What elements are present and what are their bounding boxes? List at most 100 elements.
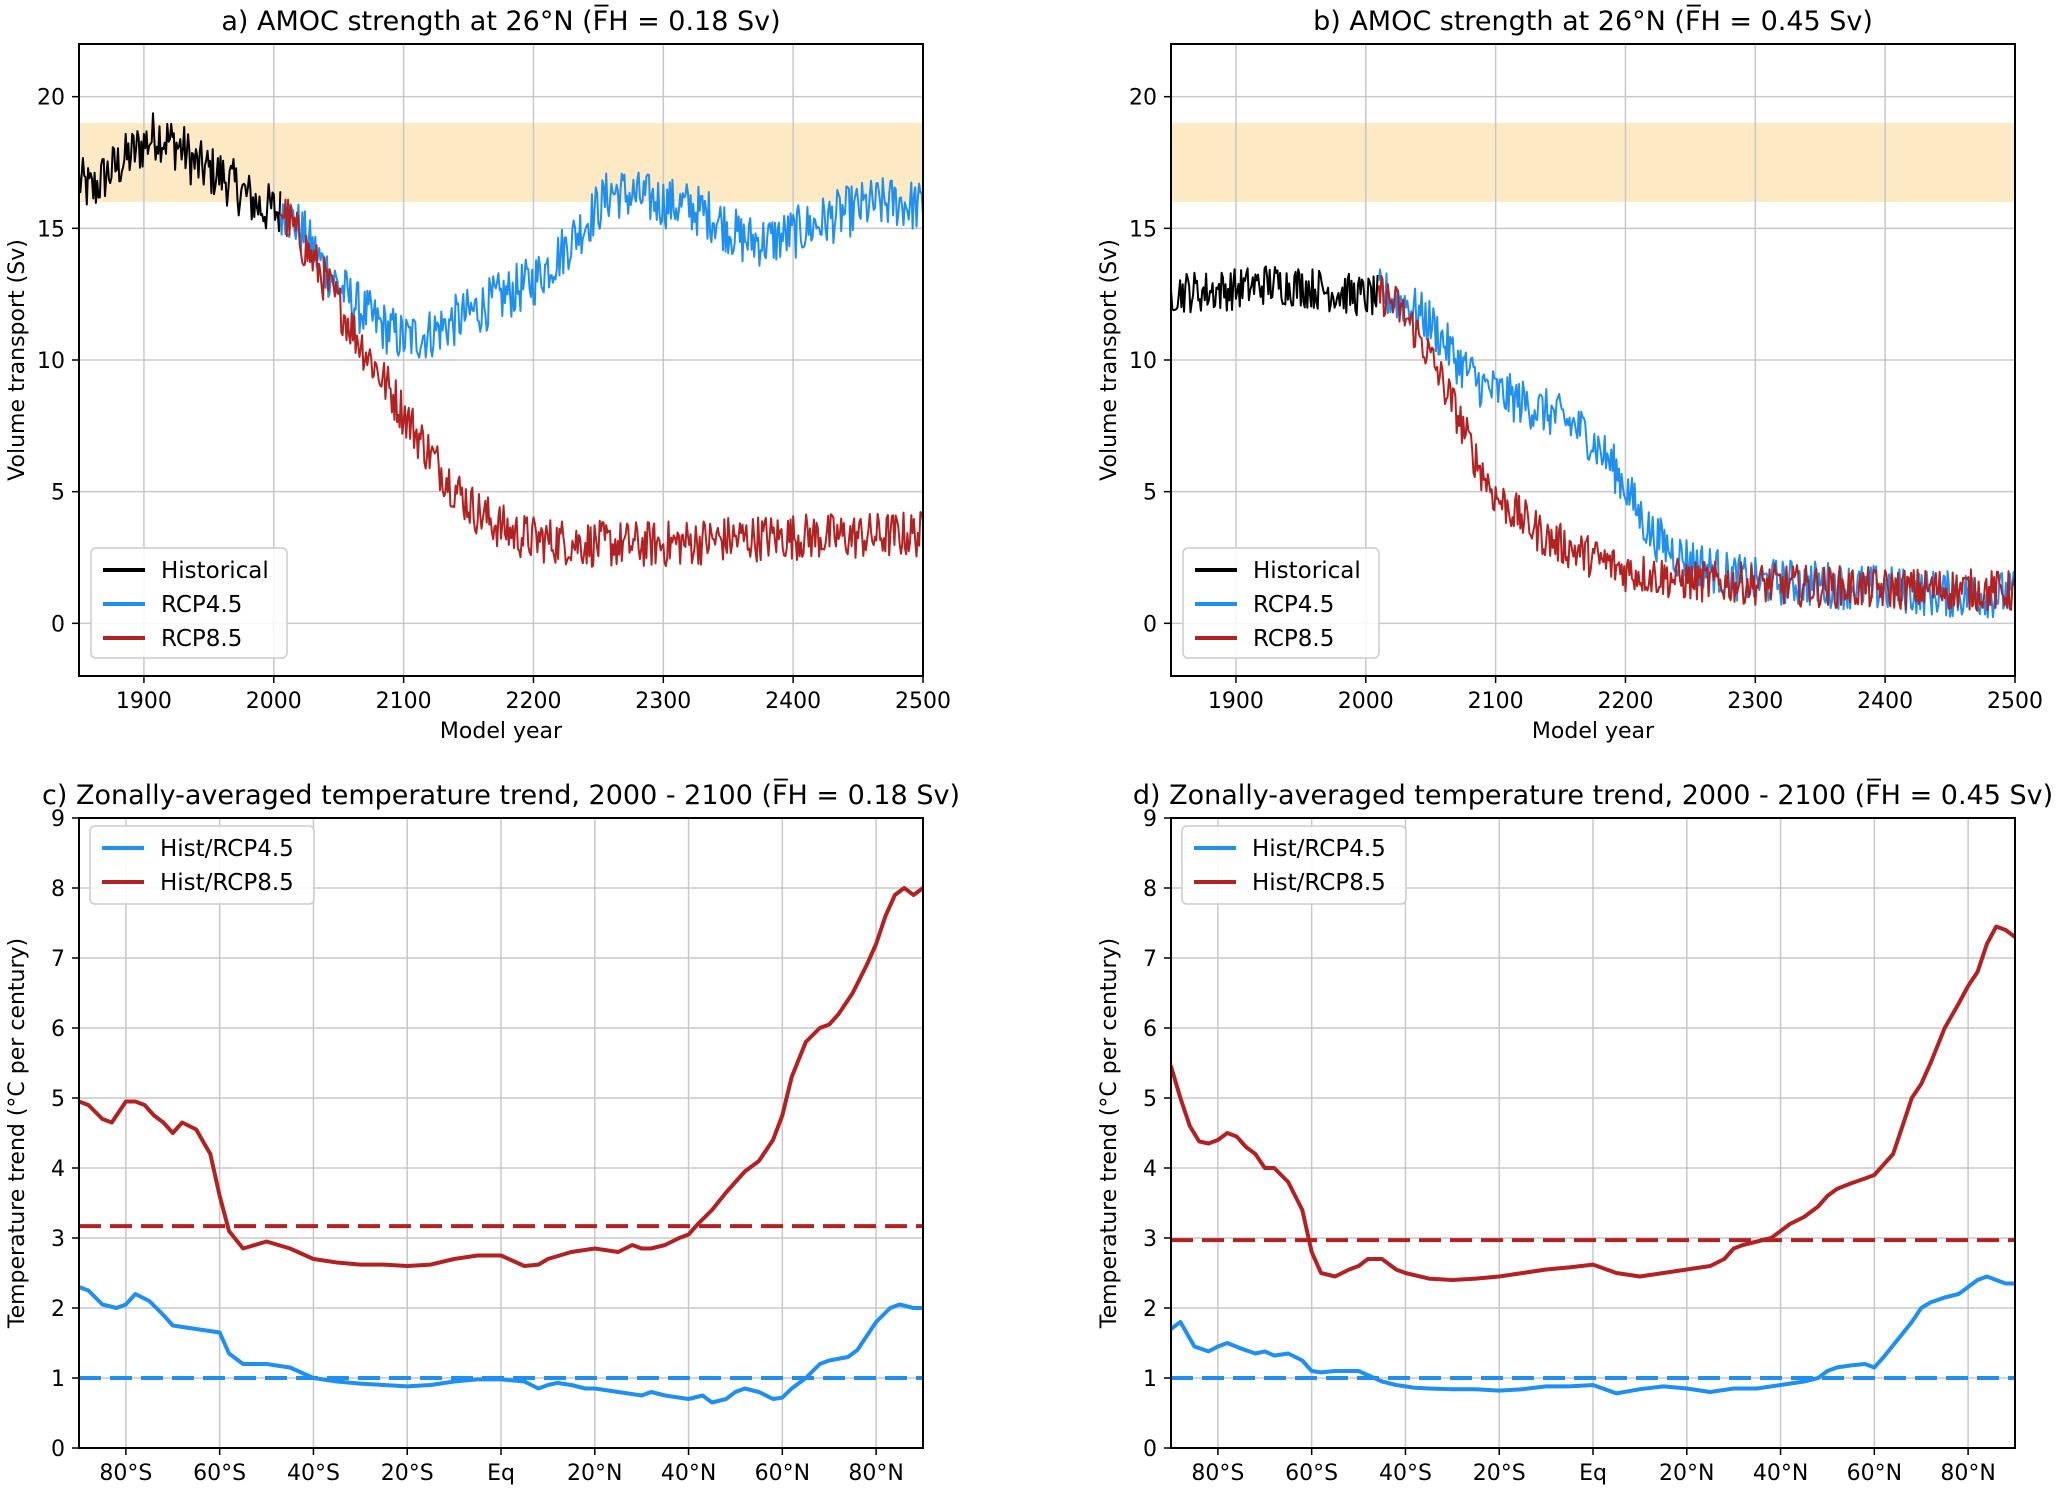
y-tick-label: 0 [51,612,65,637]
x-tick-label: 40°S [1379,1461,1432,1486]
legend-label: Historical [1253,558,1361,584]
x-tick-label: Eq [487,1461,515,1486]
y-tick-label: 5 [1143,481,1157,506]
legend-label: Hist/RCP4.5 [1252,836,1386,862]
y-tick-label: 15 [1129,217,1157,242]
series-line-rcp8-5 [1377,274,2015,612]
y-tick-label: 5 [51,481,65,506]
y-tick-label: 8 [51,877,65,902]
series-line-historical [79,112,282,233]
y-tick-label: 0 [1143,612,1157,637]
chart-title: d) Zonally-averaged temperature trend, 2… [1133,779,2053,811]
series-line-rcp4-5 [279,171,923,359]
x-tick-label: 2200 [505,689,561,714]
y-tick-label: 10 [1129,349,1157,374]
y-tick-label: 20 [1129,86,1157,111]
x-tick-label: 80°N [848,1461,903,1486]
series-line-hist-rcp4-5 [79,1285,923,1405]
legend-label: RCP4.5 [161,592,242,618]
y-axis-label: Temperature trend (°C per century) [1097,938,1122,1329]
legend-label: Hist/RCP8.5 [160,870,294,896]
observed-band [1171,123,2015,202]
legend-label: RCP8.5 [1253,626,1334,652]
x-tick-label: 40°N [1753,1461,1808,1486]
legend-label: RCP4.5 [1253,592,1334,618]
series-line-rcp4-5 [1377,268,2015,619]
series-line-hist-rcp4-5 [1171,1274,2015,1396]
series-line-historical [1171,265,1380,317]
y-tick-label: 1 [1143,1367,1157,1392]
y-tick-label: 1 [51,1367,65,1392]
y-tick-label: 2 [51,1297,65,1322]
y-tick-label: 5 [51,1087,65,1112]
legend-label: Historical [161,558,269,584]
x-tick-label: 60°S [1285,1461,1338,1486]
legend-label: Hist/RCP4.5 [160,836,294,862]
x-tick-label: 20°S [381,1461,434,1486]
panel-d: 80°S 60°S 40°S 20°S Eq 20°N 40°N 60°N 80°N 0 1 2 3 4 5… [1097,779,2053,1486]
y-tick-label: 7 [51,947,65,972]
y-tick-label: 20 [37,86,65,111]
x-tick-label: 60°S [193,1461,246,1486]
x-tick-label: 2100 [1468,689,1524,714]
series-line-rcp8-5 [279,198,923,568]
y-tick-label: 9 [51,807,65,832]
y-tick-label: 6 [51,1017,65,1042]
series-line-hist-rcp8-5 [1171,924,2015,1282]
panel-a: 1900 2000 2100 2200 2300 2400 2500 0 5 10 15 20 a) A… [5,5,951,744]
x-tick-label: 2400 [765,689,821,714]
y-tick-label: 10 [37,349,65,374]
y-tick-label: 2 [1143,1297,1157,1322]
x-tick-label: 2000 [246,689,302,714]
x-tick-label: 80°S [1191,1461,1244,1486]
y-tick-label: 3 [51,1227,65,1252]
x-tick-label: 2500 [1987,689,2043,714]
x-tick-label: 40°N [661,1461,716,1486]
x-tick-label: 20°N [1659,1461,1714,1486]
y-tick-label: 0 [1143,1437,1157,1462]
x-tick-label: 2300 [635,689,691,714]
y-axis-label: Volume transport (Sv) [5,239,30,481]
legend: Historical RCP4.5 RCP8.5 [90,547,288,659]
x-tick-label: 80°S [99,1461,152,1486]
x-tick-label: 60°N [755,1461,810,1486]
y-axis-label: Temperature trend (°C per century) [5,938,30,1329]
series-line-hist-rcp8-5 [79,886,923,1268]
legend-box [90,547,288,659]
y-tick-label: 4 [1143,1157,1157,1182]
x-tick-label: 20°N [567,1461,622,1486]
x-tick-label: 2500 [895,689,951,714]
x-axis-label: Model year [440,719,563,744]
chart-title: c) Zonally-averaged temperature trend, 2… [42,779,960,811]
y-tick-label: 15 [37,217,65,242]
y-tick-label: 9 [1143,807,1157,832]
x-tick-label: 2400 [1857,689,1913,714]
panel-b: 1900 2000 2100 2200 2300 2400 2500 0 5 10 15 20 b) A… [1097,5,2043,744]
x-tick-label: 2000 [1338,689,1394,714]
chart-title: b) AMOC strength at 26°N (F̅H = 0.45 Sv) [1313,5,1873,37]
legend: Historical RCP4.5 RCP8.5 [1182,547,1380,659]
x-tick-label: 2200 [1597,689,1653,714]
x-tick-label: 2100 [376,689,432,714]
chart-title: a) AMOC strength at 26°N (F̅H = 0.18 Sv) [221,5,780,37]
x-tick-label: Eq [1579,1461,1607,1486]
legend-label: RCP8.5 [161,626,242,652]
y-tick-label: 4 [51,1157,65,1182]
panel-c: 80°S 60°S 40°S 20°S Eq 20°N 40°N 60°N 80°N 0 1 2 3 4 5… [5,779,960,1486]
x-tick-label: 1900 [1208,689,1264,714]
legend-box [1182,547,1380,659]
legend-box [1181,825,1407,905]
legend: Hist/RCP4.5 Hist/RCP8.5 [1181,825,1407,905]
y-tick-label: 3 [1143,1227,1157,1252]
legend-label: Hist/RCP8.5 [1252,870,1386,896]
x-tick-label: 2300 [1727,689,1783,714]
y-tick-label: 0 [51,1437,65,1462]
y-tick-label: 7 [1143,947,1157,972]
x-axis-label: Model year [1532,719,1655,744]
y-tick-label: 8 [1143,877,1157,902]
x-tick-label: 40°S [287,1461,340,1486]
x-tick-label: 1900 [116,689,172,714]
y-tick-label: 6 [1143,1017,1157,1042]
x-tick-label: 20°S [1473,1461,1526,1486]
